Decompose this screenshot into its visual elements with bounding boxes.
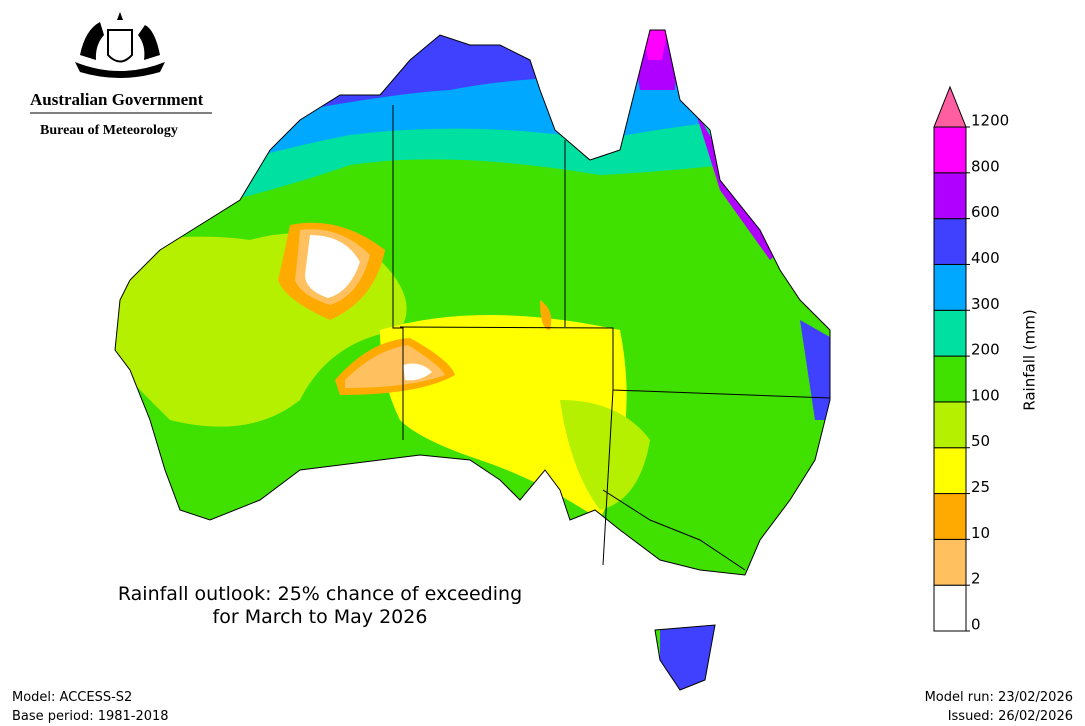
colorbar-tick-label: 1200 — [971, 112, 1009, 130]
colorbar-segment — [933, 263, 967, 311]
colorbar-segment — [933, 401, 967, 449]
colorbar-tick-label: 25 — [971, 478, 990, 496]
model-run: Model run: 23/02/2026 — [925, 690, 1073, 705]
model-name: Model: ACCESS-S2 — [12, 690, 132, 705]
coastline — [114, 29, 831, 691]
colorbar-tick-label: 2 — [971, 570, 981, 588]
colorbar-tick-label: 50 — [971, 432, 990, 450]
colorbar-segment — [933, 355, 967, 403]
title-line-1: Rainfall outlook: 25% chance of exceedin… — [118, 583, 522, 605]
colorbar-segment — [933, 309, 967, 357]
colorbar-tick-label: 10 — [971, 524, 990, 542]
title-line-2: for March to May 2026 — [213, 606, 428, 628]
colorbar-tick-label: 0 — [971, 616, 981, 634]
colorbar-tick-label: 100 — [971, 386, 1000, 404]
colorbar-segment — [933, 447, 967, 495]
state-borders — [392, 105, 831, 571]
colorbar-segment — [933, 493, 967, 540]
colorbar-extend — [933, 85, 967, 128]
colorbar: 0 2 10 25 50 100 200 300 400 600 800 1200 — [933, 85, 1009, 634]
colorbar-tick-label: 800 — [971, 157, 1000, 175]
issued-date: Issued: 26/02/2026 — [948, 709, 1073, 724]
colorbar-tick-label: 600 — [971, 203, 1000, 221]
base-period: Base period: 1981-2018 — [12, 709, 169, 724]
colorbar-segment — [933, 172, 967, 220]
colorbar-tick-label: 200 — [971, 341, 1000, 359]
government-name: Australian Government — [30, 90, 204, 109]
colorbar-segment — [933, 218, 967, 265]
coat-of-arms — [75, 12, 165, 78]
colorbar-segment — [933, 126, 967, 174]
colorbar-tick-label: 400 — [971, 249, 1000, 267]
bureau-name: Bureau of Meteorology — [40, 123, 178, 138]
colorbar-tick-label: 300 — [971, 295, 1000, 313]
colorbar-segment — [933, 538, 967, 586]
colorbar-segment — [933, 584, 967, 632]
colorbar-label: Rainfall (mm) — [1021, 309, 1039, 410]
